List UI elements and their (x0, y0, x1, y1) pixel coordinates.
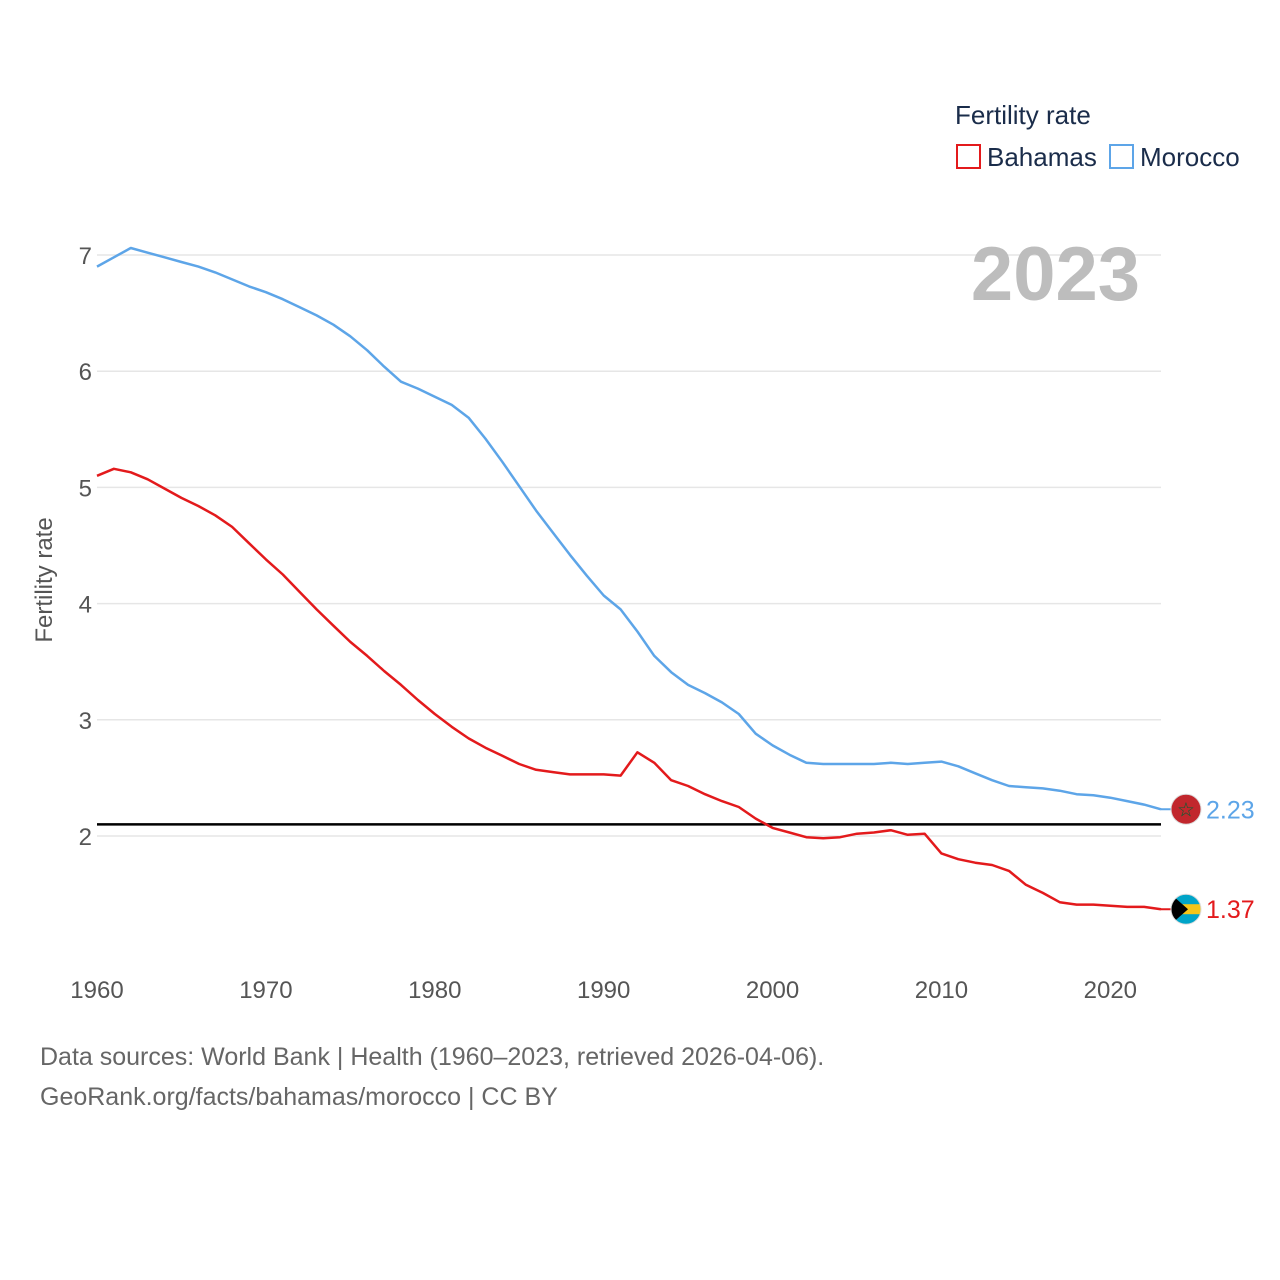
x-tick-label: 1980 (408, 977, 461, 1004)
current-year-label: 2023 (971, 232, 1140, 317)
x-tick-label: 2000 (746, 977, 799, 1004)
end-value-label-bahamas: 1.37 (1206, 896, 1255, 924)
x-tick-label: 1960 (70, 977, 123, 1004)
y-tick-label: 3 (79, 708, 92, 735)
y-tick-label: 4 (79, 592, 92, 619)
legend: Fertility rate Bahamas Morocco (955, 100, 1240, 172)
y-tick-label: 6 (79, 359, 92, 386)
gridlines (97, 254, 1161, 837)
legend-swatch-morocco[interactable] (1109, 144, 1134, 169)
legend-label-morocco[interactable]: Morocco (1140, 142, 1240, 172)
legend-title: Fertility rate (955, 100, 1091, 130)
y-tick-label: 2 (79, 824, 92, 851)
y-tick-label: 5 (79, 475, 92, 502)
x-tick-label: 1990 (577, 977, 630, 1004)
footer-source: Data sources: World Bank | Health (1960–… (40, 1043, 825, 1071)
bahamas-flag-icon (1170, 893, 1202, 925)
end-value-label-morocco: 2.23 (1206, 796, 1255, 824)
svg-text:☆: ☆ (1177, 797, 1195, 821)
y-tick-label: 7 (79, 243, 92, 270)
series-endpoints: 1.37 ☆ 2.23 (1161, 793, 1255, 925)
x-axis: 1960 1970 1980 1990 2000 2010 2020 (70, 977, 1137, 1004)
x-tick-label: 2010 (915, 977, 968, 1004)
series-line-morocco[interactable] (96, 246, 1162, 811)
x-tick-label: 2020 (1084, 977, 1137, 1004)
legend-label-bahamas[interactable]: Bahamas (987, 142, 1097, 172)
y-axis-title: Fertility rate (31, 517, 58, 642)
x-tick-label: 1970 (239, 977, 292, 1004)
series-lines (96, 246, 1162, 911)
footer-attribution: GeoRank.org/facts/bahamas/morocco | CC B… (40, 1083, 558, 1111)
morocco-flag-icon: ☆ (1170, 793, 1202, 825)
y-axis: 2 3 4 5 6 7 (79, 243, 92, 851)
series-line-bahamas[interactable] (96, 467, 1162, 911)
legend-swatch-bahamas[interactable] (956, 144, 981, 169)
